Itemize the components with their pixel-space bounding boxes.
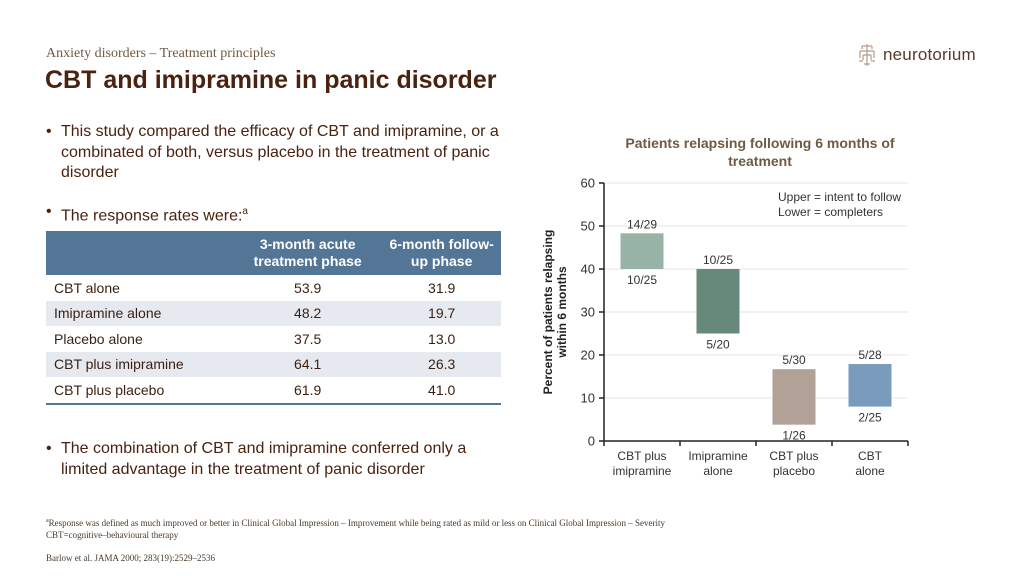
logo: neurotorium (856, 43, 976, 67)
table-header-followup: 6-month follow-up phase (382, 231, 501, 275)
followup-value: 31.9 (428, 279, 456, 296)
bullet-text: This study compared the efficacy of CBT … (61, 123, 499, 181)
followup-value: 19.7 (382, 300, 501, 326)
x-category-label: CBT (858, 449, 883, 463)
table-header-blank (46, 231, 233, 275)
x-category-label: Imipramine (688, 449, 748, 463)
footnote-marker: a (242, 206, 248, 217)
acute-value: 64.1 (233, 351, 383, 377)
upper-data-label: 14/29 (627, 217, 657, 231)
y-tick-label: 30 (581, 305, 595, 320)
y-tick-label: 20 (581, 348, 595, 363)
table-row: Imipramine alone 48.2 19.7 (46, 300, 501, 326)
x-category-label: imipramine (613, 464, 672, 478)
lower-data-label: 10/25 (627, 273, 657, 287)
bullet-text: The combination of CBT and imipramine co… (61, 440, 467, 478)
y-tick-label: 50 (581, 219, 595, 234)
followup-value: 41.0 (382, 377, 501, 405)
x-category-label: alone (703, 464, 733, 478)
y-tick-label: 0 (588, 434, 595, 449)
y-axis-label: Percent of patients relapsingwithin 6 mo… (541, 230, 569, 395)
x-category-label: alone (855, 464, 885, 478)
table-row: Placebo alone 37.5 13.0 (46, 326, 501, 352)
x-category-label: placebo (773, 464, 815, 478)
bullet-conclusion: • The combination of CBT and imipramine … (46, 439, 516, 480)
y-tick-label: 10 (581, 391, 595, 406)
table-header-row: 3-month acute treatment phase 6-month fo… (46, 231, 501, 275)
range-bar (696, 269, 740, 334)
upper-data-label: 5/30 (782, 353, 806, 367)
upper-data-label: 5/28 (858, 348, 882, 362)
brain-circuit-icon (859, 44, 875, 66)
acute-value: 48.2 (233, 300, 383, 326)
row-label: Imipramine alone (46, 300, 233, 326)
legend-note-lower: Lower = completers (778, 205, 883, 219)
y-tick-label: 60 (581, 176, 595, 191)
table-header-acute: 3-month acute treatment phase (233, 231, 383, 275)
row-label: CBT alone (54, 279, 120, 296)
bullet-response: • The response rates were:a (46, 203, 248, 225)
bullet-text: The response rates were: (61, 207, 243, 225)
footnote-a: aResponse was defined as much improved o… (46, 518, 666, 528)
range-bar (848, 364, 892, 407)
range-bar (620, 233, 664, 269)
page-title: CBT and imipramine in panic disorder (45, 66, 497, 94)
row-label: Placebo alone (54, 330, 143, 347)
followup-value: 26.3 (382, 351, 501, 377)
acute-value: 61.9 (233, 377, 383, 405)
range-bar (772, 369, 816, 425)
logo-text: neurotorium (883, 45, 976, 64)
footnote-abbrev: CBT=cognitive–behavioural therapy (46, 530, 179, 540)
bullet-study: • This study compared the efficacy of CB… (46, 122, 506, 184)
lower-data-label: 1/26 (782, 429, 806, 443)
lower-data-label: 5/20 (706, 338, 730, 352)
x-category-label: CBT plus (617, 449, 666, 463)
table-row: CBT alone 53.9 31.9 (46, 275, 501, 301)
response-rates-table: 3-month acute treatment phase 6-month fo… (46, 231, 501, 405)
y-tick-label: 40 (581, 262, 595, 277)
table-row: CBT plus imipramine 64.1 26.3 (46, 351, 501, 377)
acute-value: 37.5 (294, 330, 322, 347)
lower-data-label: 2/25 (858, 411, 882, 425)
row-label: CBT plus placebo (46, 377, 233, 405)
row-label: CBT plus imipramine (46, 351, 233, 377)
legend-note-upper: Upper = intent to follow (778, 190, 901, 204)
acute-value: 53.9 (294, 279, 322, 296)
reference: Barlow et al. JAMA 2000; 283(19):2529–25… (46, 553, 215, 563)
x-category-label: CBT plus (769, 449, 818, 463)
chart-title: Patients relapsing following 6 months of… (625, 135, 895, 169)
table-row: CBT plus placebo 61.9 41.0 (46, 377, 501, 405)
section-subtitle: Anxiety disorders – Treatment principles (46, 46, 276, 61)
followup-value: 13.0 (428, 330, 456, 347)
upper-data-label: 10/25 (703, 253, 733, 267)
